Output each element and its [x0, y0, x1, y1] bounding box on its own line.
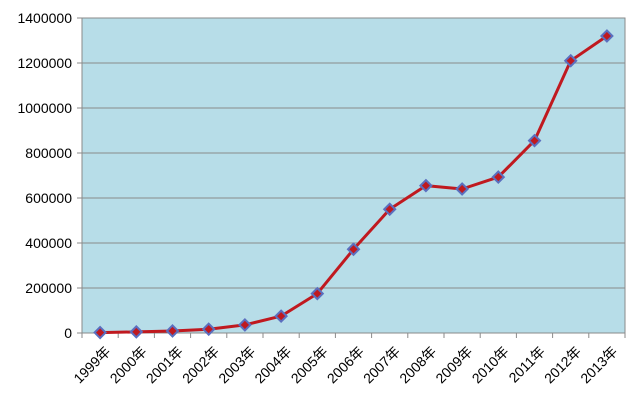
data-point-marker [418, 178, 433, 193]
x-tick-label: 2004年 [251, 343, 294, 386]
y-tick-label: 1200000 [17, 55, 72, 71]
y-tick-label: 1400000 [17, 10, 72, 26]
series-markers [93, 29, 614, 340]
data-point-marker [201, 322, 216, 337]
x-tick-label: 2002年 [179, 343, 222, 386]
x-tick-label: 1999年 [70, 343, 113, 386]
y-tick-label: 200000 [25, 280, 72, 296]
data-point-marker [129, 324, 144, 339]
data-point-marker [93, 325, 108, 340]
y-axis-ticks: 0 200000 400000 600000 800000 1000000 1200000 1… [17, 10, 72, 341]
y-tick-label: 800000 [25, 145, 72, 161]
x-tick-label: 2001年 [143, 343, 186, 386]
y-tick-label: 400000 [25, 235, 72, 251]
x-tick-label: 2000年 [107, 343, 150, 386]
data-point-marker [237, 317, 252, 332]
data-point-marker [527, 133, 542, 148]
x-axis-ticks: 1999年2000年2001年2002年2003年2004年2005年2006年… [70, 333, 626, 386]
data-point-marker [491, 170, 506, 184]
x-tick-label: 2013年 [577, 343, 620, 386]
data-point-marker [382, 202, 397, 217]
x-tick-label: 2007年 [360, 343, 403, 386]
plot-area [81, 17, 626, 334]
data-point-marker [310, 286, 325, 301]
x-tick-label: 2008年 [396, 343, 439, 386]
y-tick-label: 1000000 [17, 100, 72, 116]
x-tick-label: 2006年 [324, 343, 367, 386]
x-tick-label: 2009年 [432, 343, 475, 386]
data-point-marker [563, 53, 578, 68]
y-tick-label: 600000 [25, 190, 72, 206]
x-tick-label: 2003年 [215, 343, 258, 386]
data-point-marker [165, 324, 180, 338]
x-tick-label: 2010年 [469, 343, 512, 386]
x-tick-label: 2012年 [541, 343, 584, 386]
x-tick-label: 2011年 [505, 343, 548, 386]
data-point-marker [599, 29, 614, 43]
x-tick-label: 2005年 [288, 343, 331, 386]
data-point-marker [455, 182, 470, 196]
data-point-marker [346, 242, 361, 257]
y-tick-label: 0 [64, 325, 72, 341]
data-point-marker [274, 309, 289, 324]
